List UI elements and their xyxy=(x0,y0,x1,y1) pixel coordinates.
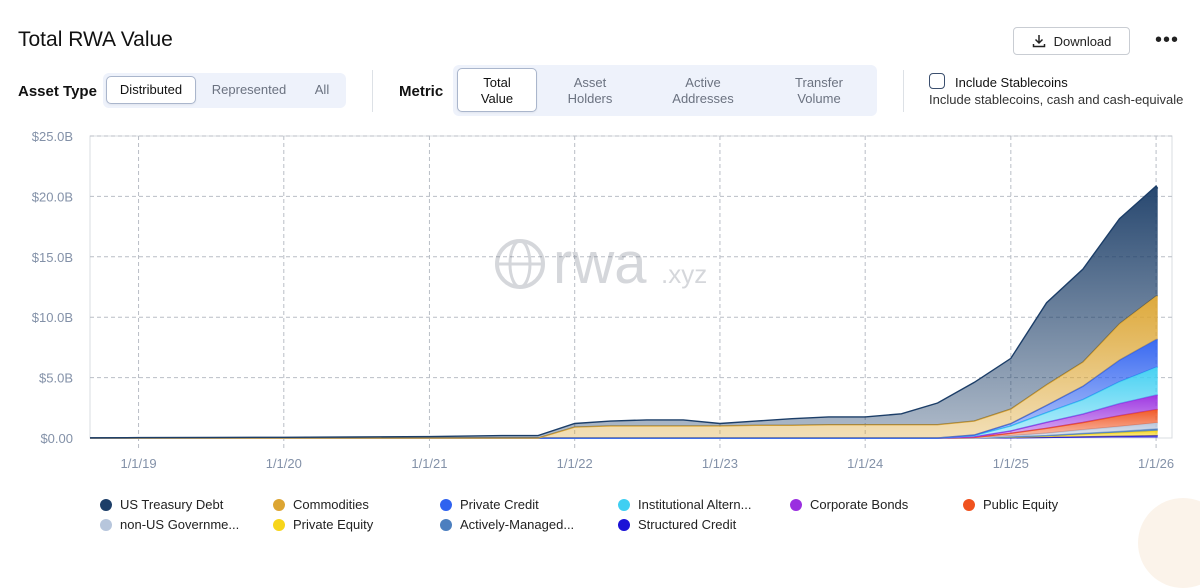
legend-swatch xyxy=(618,518,630,531)
rwa-value-card: Total RWA Value Download ••• Asset Type … xyxy=(18,27,1200,588)
legend-label: Institutional Altern... xyxy=(638,497,752,512)
asset-type-all[interactable]: All xyxy=(314,82,330,97)
chart-legend: US Treasury Debt Commodities Private Cre… xyxy=(100,497,1100,537)
download-label: Download xyxy=(1053,33,1112,49)
x-tick-label: 1/1/19 xyxy=(120,456,156,471)
metric-label: Metric xyxy=(399,83,444,100)
area-us-treasury-debt xyxy=(90,186,1158,438)
legend-label: Private Credit xyxy=(460,497,539,512)
legend-label: non-US Governme... xyxy=(120,517,240,532)
filter-divider xyxy=(372,70,373,112)
y-tick-label: $0.00 xyxy=(40,431,73,446)
metric-total-value-line1: Total xyxy=(483,75,511,90)
legend-swatch xyxy=(100,498,112,511)
metric-total-value[interactable]: Total Value xyxy=(457,68,537,112)
include-stablecoins-checkbox[interactable] xyxy=(929,73,945,89)
metric-active-addresses-line2: Addresses xyxy=(672,91,734,106)
legend-swatch xyxy=(273,498,285,511)
legend-item[interactable]: US Treasury Debt xyxy=(100,497,223,512)
area-private-equity xyxy=(90,430,1158,438)
metric-active-addresses[interactable]: Active Addresses xyxy=(653,68,753,112)
metric-asset-holders-line2: Holders xyxy=(567,91,613,106)
y-tick-label: $20.0B xyxy=(32,189,73,204)
legend-item[interactable]: Public Equity xyxy=(963,497,1058,512)
legend-item[interactable]: Corporate Bonds xyxy=(790,497,908,512)
legend-item[interactable]: non-US Governme... xyxy=(100,517,239,532)
metric-toggle: Total Value Asset Holders Active Address… xyxy=(453,65,877,116)
metric-total-value-line2: Value xyxy=(480,91,514,106)
legend-swatch xyxy=(790,498,802,511)
metric-transfer-volume-line2: Volume xyxy=(797,91,841,106)
legend-item[interactable]: Structured Credit xyxy=(618,517,736,532)
filter-divider-2 xyxy=(903,70,904,112)
x-tick-label: 1/1/21 xyxy=(411,456,447,471)
y-tick-label: $25.0B xyxy=(32,129,73,144)
watermark-globe-meridian xyxy=(508,239,532,289)
metric-transfer-volume[interactable]: Transfer Volume xyxy=(773,68,865,112)
legend-swatch xyxy=(100,518,112,531)
legend-swatch xyxy=(273,518,285,531)
watermark-suffix: .xyz xyxy=(661,259,707,289)
x-tick-label: 1/1/26 xyxy=(1138,456,1174,471)
line-us-treasury-debt xyxy=(89,185,1159,439)
y-tick-label: $5.0B xyxy=(39,371,73,386)
legend-label: US Treasury Debt xyxy=(120,497,224,512)
download-icon xyxy=(1032,35,1045,48)
legend-label: Commodities xyxy=(293,497,369,512)
watermark-globe-icon xyxy=(495,239,545,289)
asset-type-represented[interactable]: Represented xyxy=(211,82,287,97)
metric-asset-holders[interactable]: Asset Holders xyxy=(547,68,633,112)
x-tick-label: 1/1/20 xyxy=(266,456,302,471)
legend-item[interactable]: Institutional Altern... xyxy=(618,497,751,512)
y-tick-label: $10.0B xyxy=(32,310,73,325)
legend-item[interactable]: Private Credit xyxy=(440,497,539,512)
corner-decoration xyxy=(1138,498,1200,588)
rwa-watermark: rwa .xyz xyxy=(495,231,707,296)
legend-swatch xyxy=(440,498,452,511)
metric-transfer-volume-line1: Transfer xyxy=(795,75,843,90)
x-tick-label: 1/1/22 xyxy=(557,456,593,471)
x-tick-label: 1/1/25 xyxy=(993,456,1029,471)
y-tick-label: $15.0B xyxy=(32,250,73,265)
legend-label: Private Equity xyxy=(293,517,374,532)
rwa-area-chart: $0.00 $5.0B $10.0B $15.0B $20.0B $25.0B 1/1/19… xyxy=(32,129,1174,471)
legend-swatch xyxy=(963,498,975,511)
include-stablecoins-description: Include stablecoins, cash and cash-equiv… xyxy=(929,92,1184,107)
legend-item[interactable]: Private Equity xyxy=(273,517,373,532)
download-button[interactable]: Download xyxy=(1013,27,1130,55)
watermark-text: rwa xyxy=(553,231,647,296)
metric-asset-holders-line1: Asset xyxy=(573,75,607,90)
legend-label: Corporate Bonds xyxy=(810,497,909,512)
metric-active-addresses-line1: Active xyxy=(685,75,721,90)
legend-swatch xyxy=(618,498,630,511)
asset-type-distributed[interactable]: Distributed xyxy=(106,76,196,104)
x-tick-label: 1/1/24 xyxy=(847,456,883,471)
asset-type-toggle: Distributed Represented All xyxy=(103,73,346,108)
more-options-icon[interactable]: ••• xyxy=(1155,29,1180,51)
include-stablecoins-label: Include Stablecoins xyxy=(955,75,1068,90)
legend-swatch xyxy=(440,518,452,531)
legend-item[interactable]: Actively-Managed... xyxy=(440,517,574,532)
legend-label: Structured Credit xyxy=(638,517,737,532)
page-title: Total RWA Value xyxy=(18,28,173,51)
asset-type-label: Asset Type xyxy=(18,83,97,100)
legend-label: Public Equity xyxy=(983,497,1059,512)
legend-item[interactable]: Commodities xyxy=(273,497,369,512)
x-tick-label: 1/1/23 xyxy=(702,456,738,471)
legend-label: Actively-Managed... xyxy=(460,517,575,532)
